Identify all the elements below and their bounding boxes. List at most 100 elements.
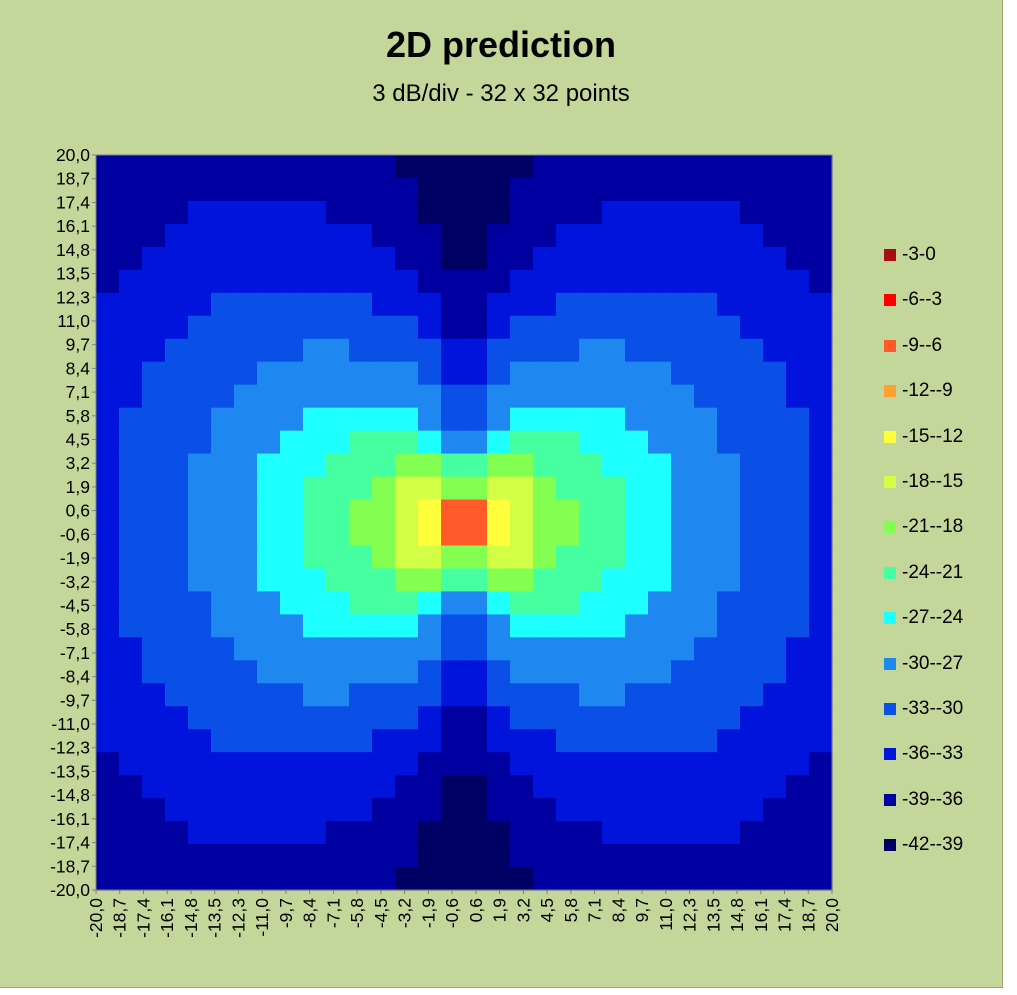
heatmap-cell xyxy=(165,177,189,202)
heatmap-cell xyxy=(671,384,695,409)
heatmap-cell xyxy=(579,545,603,570)
heatmap-cell xyxy=(579,223,603,248)
heatmap-cell xyxy=(188,660,212,684)
heatmap-cell xyxy=(556,200,580,225)
heatmap-cell xyxy=(142,568,166,593)
heatmap-cell xyxy=(372,200,396,225)
heatmap-cell xyxy=(510,177,534,202)
heatmap-cell xyxy=(602,407,626,432)
heatmap-cell xyxy=(510,499,534,524)
heatmap-cell xyxy=(464,430,488,455)
heatmap-cell xyxy=(717,177,741,202)
heatmap-cell xyxy=(763,752,787,776)
heatmap-cell xyxy=(165,591,189,615)
heatmap-cell xyxy=(648,338,672,363)
heatmap-cell xyxy=(303,798,327,822)
heatmap-cell xyxy=(763,614,787,638)
heatmap-cell xyxy=(786,315,810,340)
x-tick-label: -16,1 xyxy=(157,898,177,938)
legend-swatch xyxy=(884,430,896,443)
heatmap-cell xyxy=(418,177,442,202)
heatmap-cell xyxy=(487,591,511,615)
heatmap-cell xyxy=(349,522,373,547)
heatmap-cell xyxy=(786,798,810,822)
heatmap-cell xyxy=(763,729,787,753)
heatmap-cell xyxy=(234,775,258,799)
heatmap-cell xyxy=(188,752,212,776)
heatmap-cell xyxy=(625,338,649,363)
heatmap-cell xyxy=(96,407,120,432)
heatmap-cell xyxy=(372,821,396,845)
heatmap-cell xyxy=(165,246,189,271)
heatmap-cell xyxy=(441,269,465,294)
heatmap-cell xyxy=(119,729,143,753)
heatmap-cell xyxy=(418,614,442,638)
heatmap-cell xyxy=(188,614,212,638)
heatmap-cell xyxy=(694,499,718,524)
heatmap-cell xyxy=(556,775,580,799)
heatmap-cell xyxy=(694,407,718,432)
heatmap-cell xyxy=(395,706,419,730)
heatmap-cell xyxy=(487,683,511,707)
x-tick-label: -20,0 xyxy=(86,898,106,938)
heatmap-cell xyxy=(211,269,235,294)
heatmap-cell xyxy=(119,361,143,386)
x-tick-label: 4,5 xyxy=(537,898,557,922)
heatmap-cell xyxy=(671,729,695,753)
heatmap-cell xyxy=(740,499,764,524)
heatmap-cell xyxy=(510,338,534,363)
heatmap-cell xyxy=(740,591,764,615)
heatmap-cell xyxy=(487,568,511,593)
heatmap-cell xyxy=(533,637,557,661)
heatmap-cell xyxy=(786,155,810,179)
heatmap-cell xyxy=(579,591,603,615)
heatmap-cell xyxy=(349,775,373,799)
heatmap-cell xyxy=(372,568,396,593)
heatmap-cell xyxy=(625,568,649,593)
heatmap-cell xyxy=(648,660,672,684)
heatmap-cell xyxy=(671,407,695,432)
heatmap-cell xyxy=(372,384,396,409)
heatmap-cell xyxy=(211,798,235,822)
heatmap-cell xyxy=(533,752,557,776)
heatmap-cell xyxy=(740,430,764,455)
heatmap-cell xyxy=(625,269,649,294)
heatmap-cell xyxy=(556,177,580,202)
heatmap-cell xyxy=(326,384,350,409)
heatmap-cell xyxy=(717,430,741,455)
heatmap-cell xyxy=(326,591,350,615)
heatmap-cell xyxy=(763,522,787,547)
heatmap-cell xyxy=(326,775,350,799)
y-tick-label: 18,7 xyxy=(56,169,90,189)
heatmap-cell xyxy=(602,292,626,317)
heatmap-cell xyxy=(602,200,626,225)
heatmap-cell xyxy=(234,315,258,340)
heatmap-cell xyxy=(142,155,166,179)
heatmap-cell xyxy=(257,315,281,340)
chart-title: 2D prediction xyxy=(385,24,617,65)
heatmap-cell xyxy=(694,155,718,179)
heatmap-cell xyxy=(625,155,649,179)
heatmap-cell xyxy=(280,223,304,248)
heatmap-cell xyxy=(625,729,649,753)
legend-item: -18--15 xyxy=(884,471,963,493)
heatmap-cell xyxy=(234,821,258,845)
heatmap-cell xyxy=(694,200,718,225)
heatmap-cell xyxy=(349,637,373,661)
heatmap-cell xyxy=(533,706,557,730)
heatmap-cell xyxy=(763,844,787,868)
heatmap-cell xyxy=(648,269,672,294)
heatmap-cell xyxy=(257,361,281,386)
heatmap-cell xyxy=(142,798,166,822)
heatmap-cell xyxy=(763,177,787,202)
heatmap-cell xyxy=(165,476,189,501)
heatmap-cell xyxy=(280,522,304,547)
heatmap-cell xyxy=(257,637,281,661)
heatmap-cell xyxy=(257,614,281,638)
heatmap-cell xyxy=(165,545,189,570)
legend-label: -21--18 xyxy=(902,516,964,538)
heatmap-cell xyxy=(464,292,488,317)
legend-label: -36--33 xyxy=(902,743,964,765)
y-tick-label: -18,7 xyxy=(50,856,90,876)
heatmap-cell xyxy=(234,361,258,386)
